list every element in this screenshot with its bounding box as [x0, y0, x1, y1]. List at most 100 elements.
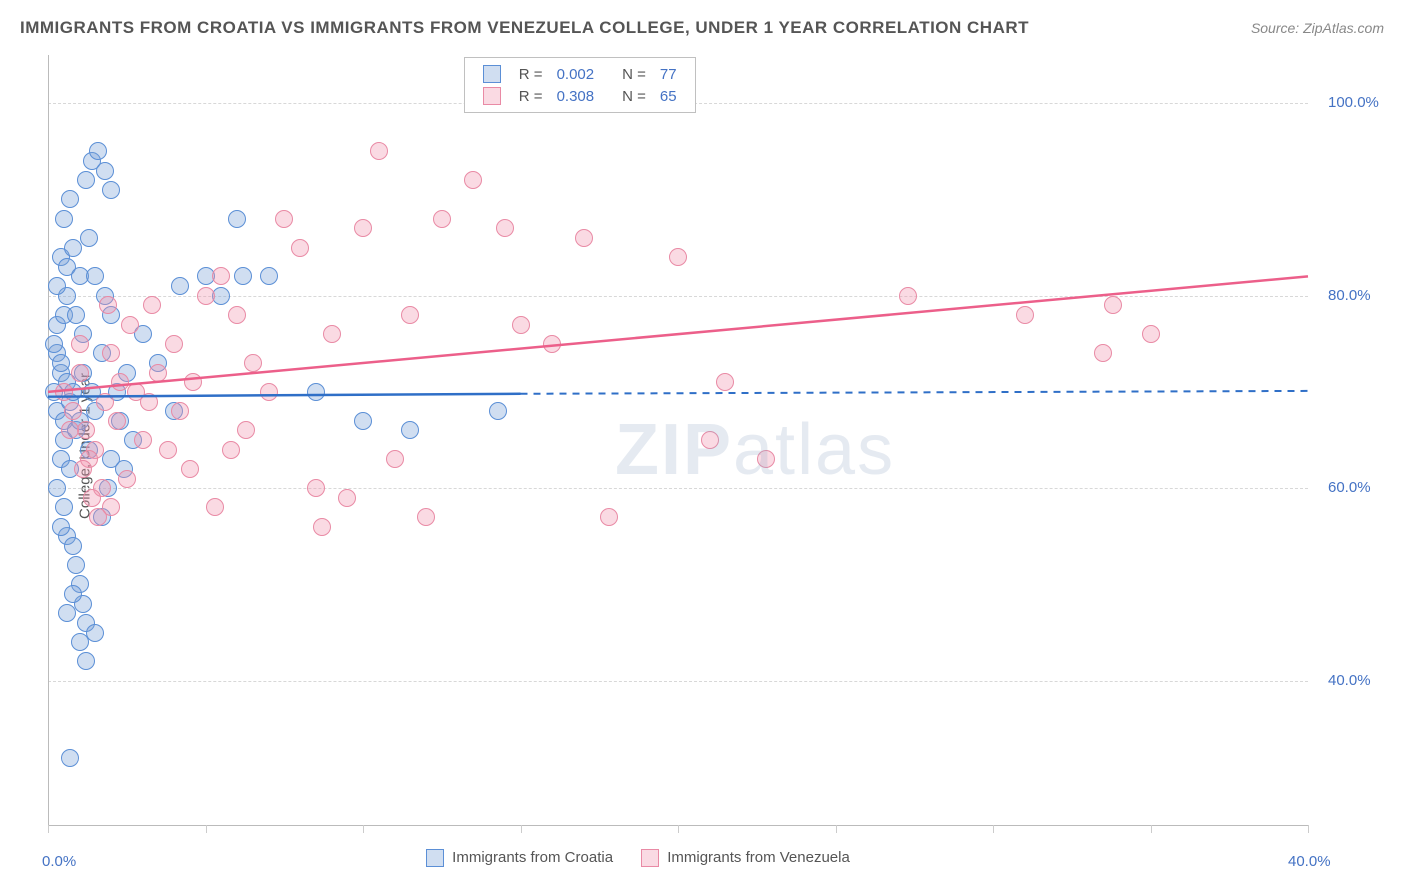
plot-area: 40.0%60.0%80.0%100.0%0.0%40.0% — [48, 55, 1308, 825]
data-point-croatia — [77, 171, 95, 189]
data-point-venezuela — [181, 460, 199, 478]
data-point-venezuela — [354, 219, 372, 237]
data-point-venezuela — [417, 508, 435, 526]
data-point-venezuela — [159, 441, 177, 459]
data-point-venezuela — [102, 344, 120, 362]
x-tick — [993, 825, 994, 833]
data-point-venezuela — [55, 383, 73, 401]
data-point-venezuela — [899, 287, 917, 305]
legend-swatch-venezuela — [483, 87, 501, 105]
data-point-croatia — [45, 335, 63, 353]
data-point-venezuela — [121, 316, 139, 334]
x-tick — [678, 825, 679, 833]
data-point-venezuela — [1104, 296, 1122, 314]
x-tick — [521, 825, 522, 833]
bottom-swatch-venezuela — [641, 849, 659, 867]
data-point-venezuela — [757, 450, 775, 468]
gridline-h — [48, 681, 1308, 682]
legend-row-croatia: R =0.002N =77 — [477, 64, 683, 84]
x-tick — [1151, 825, 1152, 833]
data-point-croatia — [228, 210, 246, 228]
x-tick — [206, 825, 207, 833]
data-point-croatia — [55, 498, 73, 516]
data-point-croatia — [61, 749, 79, 767]
legend-N-croatia: 77 — [654, 64, 683, 84]
data-point-venezuela — [1094, 344, 1112, 362]
correlation-legend: R =0.002N =77R =0.308N =65 — [464, 57, 696, 113]
data-point-croatia — [61, 190, 79, 208]
data-point-croatia — [77, 652, 95, 670]
legend-R-venezuela: 0.308 — [551, 86, 601, 106]
data-point-venezuela — [83, 489, 101, 507]
chart-title: IMMIGRANTS FROM CROATIA VS IMMIGRANTS FR… — [20, 18, 1029, 38]
data-point-venezuela — [64, 402, 82, 420]
data-point-croatia — [234, 267, 252, 285]
data-point-venezuela — [370, 142, 388, 160]
data-point-croatia — [86, 267, 104, 285]
data-point-venezuela — [212, 267, 230, 285]
data-point-venezuela — [338, 489, 356, 507]
bottom-legend-item-venezuela: Immigrants from Venezuela — [641, 849, 850, 867]
data-point-croatia — [307, 383, 325, 401]
legend-swatch-croatia — [483, 65, 501, 83]
y-tick-label: 80.0% — [1328, 287, 1371, 304]
trendline-venezuela — [48, 276, 1308, 392]
data-point-venezuela — [401, 306, 419, 324]
data-point-croatia — [52, 354, 70, 372]
source-label: Source: ZipAtlas.com — [1251, 20, 1384, 36]
data-point-croatia — [401, 421, 419, 439]
data-point-croatia — [89, 142, 107, 160]
x-tick-label-left: 0.0% — [42, 853, 76, 870]
data-point-croatia — [48, 277, 66, 295]
x-tick — [48, 825, 49, 833]
data-point-venezuela — [464, 171, 482, 189]
data-point-venezuela — [669, 248, 687, 266]
y-tick-label: 60.0% — [1328, 479, 1371, 496]
data-point-venezuela — [61, 421, 79, 439]
trendline-ext-croatia — [521, 391, 1309, 394]
data-point-croatia — [67, 306, 85, 324]
data-point-croatia — [86, 624, 104, 642]
data-point-venezuela — [701, 431, 719, 449]
x-tick — [836, 825, 837, 833]
y-axis — [48, 55, 49, 825]
data-point-venezuela — [165, 335, 183, 353]
data-point-venezuela — [323, 325, 341, 343]
data-point-venezuela — [118, 470, 136, 488]
data-point-venezuela — [1016, 306, 1034, 324]
data-point-venezuela — [89, 508, 107, 526]
y-tick-label: 100.0% — [1328, 94, 1379, 111]
bottom-label-croatia: Immigrants from Croatia — [452, 849, 613, 866]
legend-table: R =0.002N =77R =0.308N =65 — [475, 62, 685, 108]
data-point-croatia — [64, 537, 82, 555]
data-point-venezuela — [171, 402, 189, 420]
data-point-venezuela — [313, 518, 331, 536]
data-point-croatia — [171, 277, 189, 295]
data-point-venezuela — [260, 383, 278, 401]
legend-row-venezuela: R =0.308N =65 — [477, 86, 683, 106]
data-point-venezuela — [111, 373, 129, 391]
data-point-venezuela — [222, 441, 240, 459]
legend-N-venezuela: 65 — [654, 86, 683, 106]
bottom-legend-item-croatia: Immigrants from Croatia — [426, 849, 613, 867]
data-point-croatia — [52, 518, 70, 536]
data-point-venezuela — [543, 335, 561, 353]
data-point-croatia — [64, 239, 82, 257]
data-point-croatia — [80, 229, 98, 247]
data-point-croatia — [71, 633, 89, 651]
data-point-venezuela — [228, 306, 246, 324]
data-point-venezuela — [99, 296, 117, 314]
data-point-venezuela — [512, 316, 530, 334]
bottom-label-venezuela: Immigrants from Venezuela — [667, 849, 850, 866]
data-point-venezuela — [96, 393, 114, 411]
data-point-venezuela — [600, 508, 618, 526]
data-point-venezuela — [184, 373, 202, 391]
data-point-venezuela — [71, 364, 89, 382]
x-tick — [363, 825, 364, 833]
data-point-venezuela — [291, 239, 309, 257]
data-point-venezuela — [74, 460, 92, 478]
data-point-venezuela — [143, 296, 161, 314]
data-point-venezuela — [71, 335, 89, 353]
gridline-h — [48, 488, 1308, 489]
data-point-croatia — [260, 267, 278, 285]
